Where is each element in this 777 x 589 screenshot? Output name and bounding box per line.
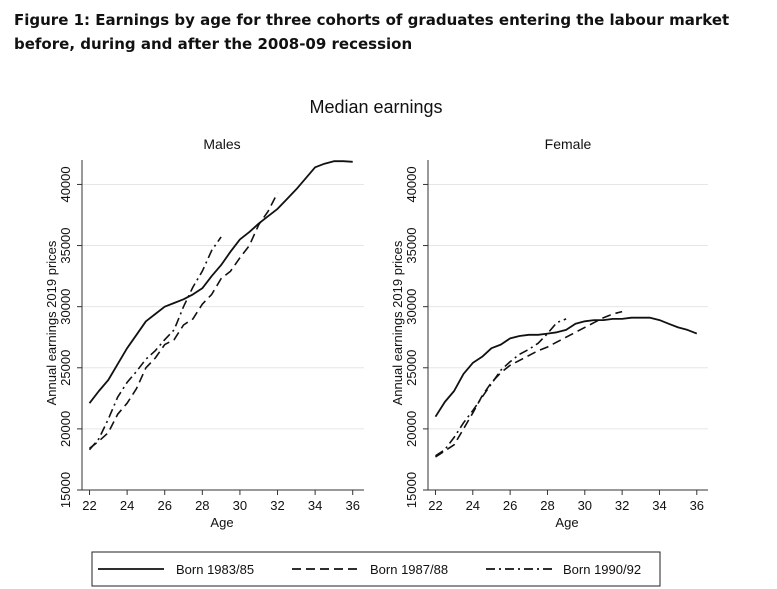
y-axis-label: Annual earnings 2019 prices <box>390 240 405 405</box>
y-tick-label: 15000 <box>58 472 73 508</box>
panel-female: 15000 20000 25000 30000 35000 40000 22 24 26 28 30… <box>390 136 708 530</box>
plot-area-female <box>428 160 708 490</box>
legend-label: Born 1987/88 <box>370 562 448 577</box>
y-tick-label: 30000 <box>58 289 73 325</box>
x-tick-label: 24 <box>466 498 480 513</box>
figure-caption: Figure 1: Earnings by age for three coho… <box>14 11 730 53</box>
panel-title-males: Males <box>203 136 240 152</box>
series-line-199092-males <box>88 236 222 451</box>
y-tick-label: 35000 <box>58 227 73 263</box>
y-tick-label: 25000 <box>58 350 73 386</box>
legend: Born 1983/85 Born 1987/88 Born 1990/92 <box>91 551 661 587</box>
y-tick-label: 20000 <box>58 411 73 447</box>
x-tick-label: 36 <box>690 498 704 513</box>
x-tick-label: 32 <box>615 498 629 513</box>
x-tick-label: 24 <box>120 498 134 513</box>
series-line-199092-female <box>435 318 567 457</box>
x-axis-label: Age <box>210 515 233 530</box>
x-tick-label: 22 <box>82 498 96 513</box>
y-axis-label: Annual earnings 2019 prices <box>44 240 59 405</box>
y-tick-label: 35000 <box>404 227 419 263</box>
x-tick-label: 30 <box>233 498 247 513</box>
panel-males: 15000 20000 25000 30000 35000 40000 22 24 26 28 30… <box>44 136 364 530</box>
series-line-198788-female <box>435 310 623 458</box>
y-tick-label: 15000 <box>404 472 419 508</box>
x-tick-label: 34 <box>308 498 322 513</box>
series-line-198788-males <box>89 192 279 450</box>
x-axis-label: Age <box>555 515 578 530</box>
x-tick-label: 26 <box>503 498 517 513</box>
y-tick-label: 40000 <box>404 166 419 202</box>
x-tick-label: 34 <box>652 498 666 513</box>
x-tick-label: 22 <box>428 498 442 513</box>
y-tick-label: 25000 <box>404 350 419 386</box>
series-line-198385-female <box>434 316 698 418</box>
x-tick-label: 26 <box>157 498 171 513</box>
y-tick-label: 30000 <box>404 289 419 325</box>
x-tick-label: 30 <box>578 498 592 513</box>
chart-panels: 15000 20000 25000 30000 35000 40000 22 24 26 28 30… <box>44 136 708 530</box>
series-line-198385-males <box>88 160 353 404</box>
figure-title: Median earnings <box>309 97 442 117</box>
x-tick-label: 32 <box>270 498 284 513</box>
y-tick-label: 40000 <box>58 166 73 202</box>
x-tick-label: 28 <box>195 498 209 513</box>
panel-title-female: Female <box>545 136 592 152</box>
legend-label: Born 1990/92 <box>563 562 641 577</box>
x-tick-label: 36 <box>345 498 359 513</box>
x-tick-label: 28 <box>540 498 554 513</box>
legend-box <box>91 551 661 587</box>
y-tick-label: 20000 <box>404 411 419 447</box>
legend-label: Born 1983/85 <box>176 562 254 577</box>
plot-area-males <box>82 160 364 490</box>
